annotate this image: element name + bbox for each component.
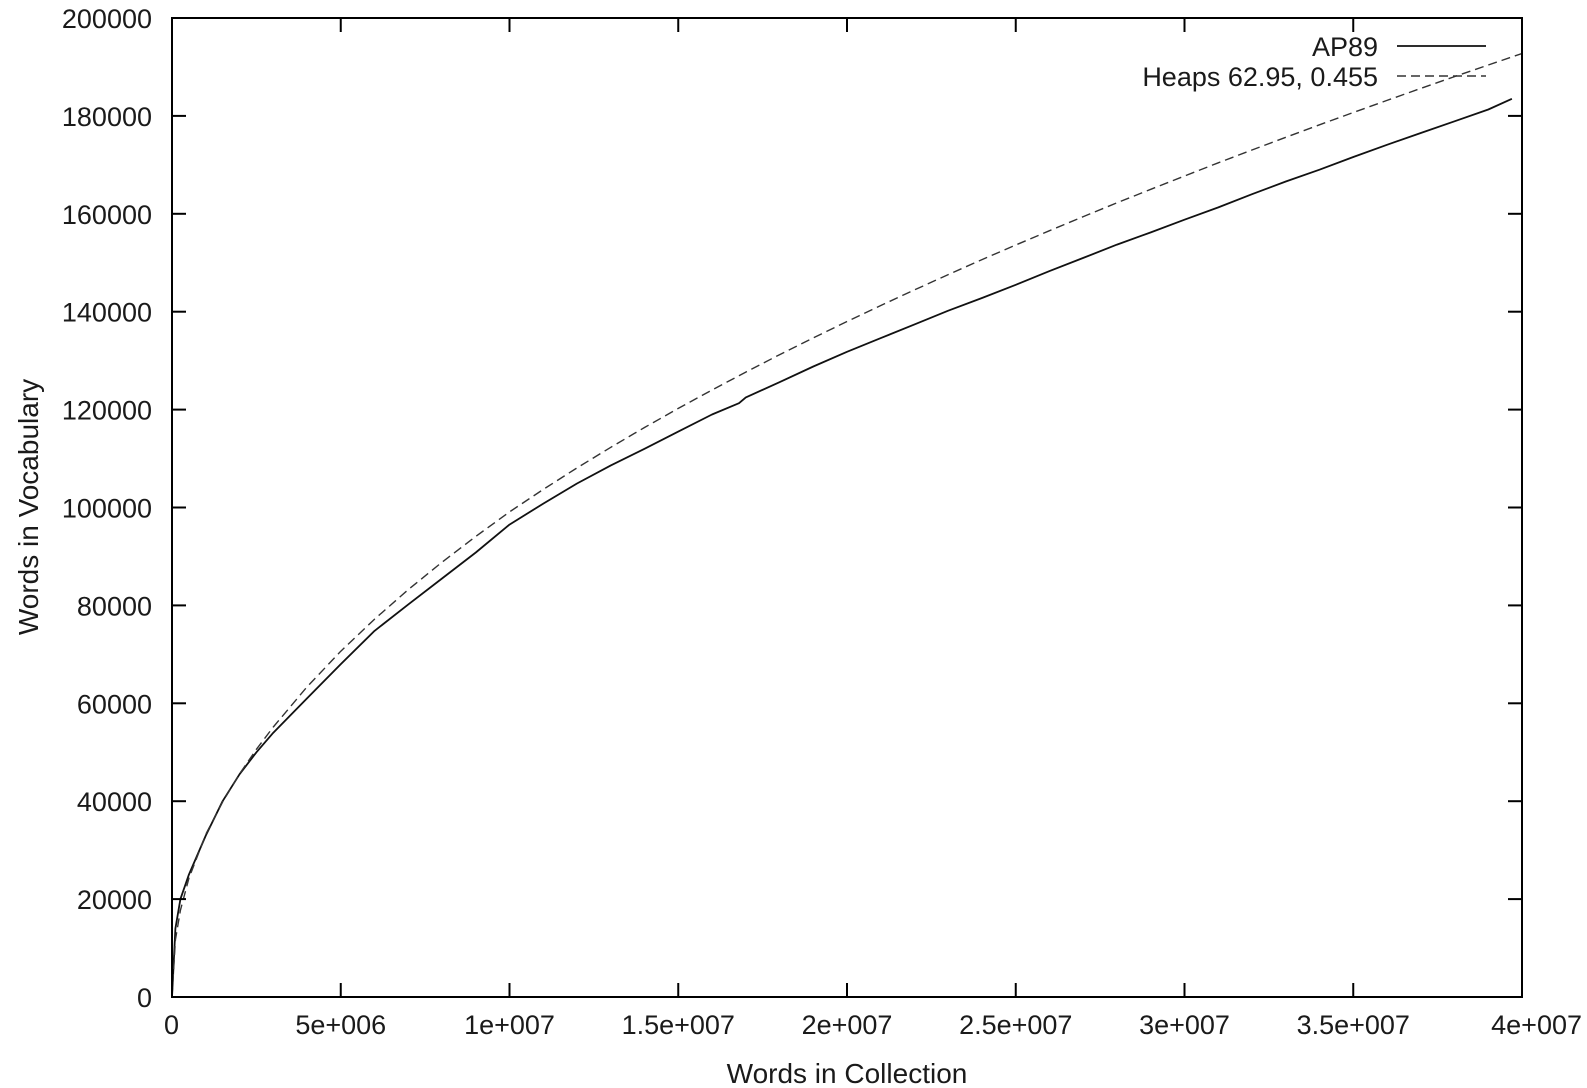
x-axis: 0 5e+006 1e+007 1.5e+007 2e+007 2.5e+007 3e+00…: [164, 18, 1582, 1040]
y-tick-label: 140000: [62, 298, 152, 328]
x-tick-label: 3.5e+007: [1297, 1010, 1410, 1040]
x-tick-label: 3e+007: [1139, 1010, 1230, 1040]
x-tick-label: 5e+006: [295, 1010, 386, 1040]
y-tick-label: 40000: [77, 787, 152, 817]
x-tick-label: 2.5e+007: [959, 1010, 1072, 1040]
x-tick-label: 1e+007: [464, 1010, 555, 1040]
x-tick-label: 1.5e+007: [622, 1010, 735, 1040]
y-tick-label: 20000: [77, 885, 152, 915]
y-tick-label: 0: [137, 983, 152, 1013]
x-tick-label: 2e+007: [802, 1010, 893, 1040]
x-axis-title: Words in Collection: [727, 1058, 968, 1088]
y-tick-label: 120000: [62, 396, 152, 426]
y-tick-label: 80000: [77, 591, 152, 621]
legend-label-2: Heaps 62.95, 0.455: [1142, 62, 1378, 92]
y-tick-label: 60000: [77, 689, 152, 719]
series-line-1: [172, 97, 1513, 997]
y-tick-label: 180000: [62, 102, 152, 132]
y-tick-label: 200000: [62, 4, 152, 34]
y-tick-label: 100000: [62, 494, 152, 524]
y-axis-title: Words in Vocabulary: [13, 379, 44, 635]
x-tick-label: 0: [164, 1010, 179, 1040]
series-line-2: [172, 52, 1522, 997]
legend-label-1: AP89: [1312, 32, 1378, 62]
series-layer: [172, 52, 1522, 997]
x-tick-label: 4e+007: [1491, 1010, 1582, 1040]
y-tick-label: 160000: [62, 200, 152, 230]
y-axis: 0 20000 40000 60000 80000 100000 120000 140000 1…: [62, 4, 1522, 1013]
